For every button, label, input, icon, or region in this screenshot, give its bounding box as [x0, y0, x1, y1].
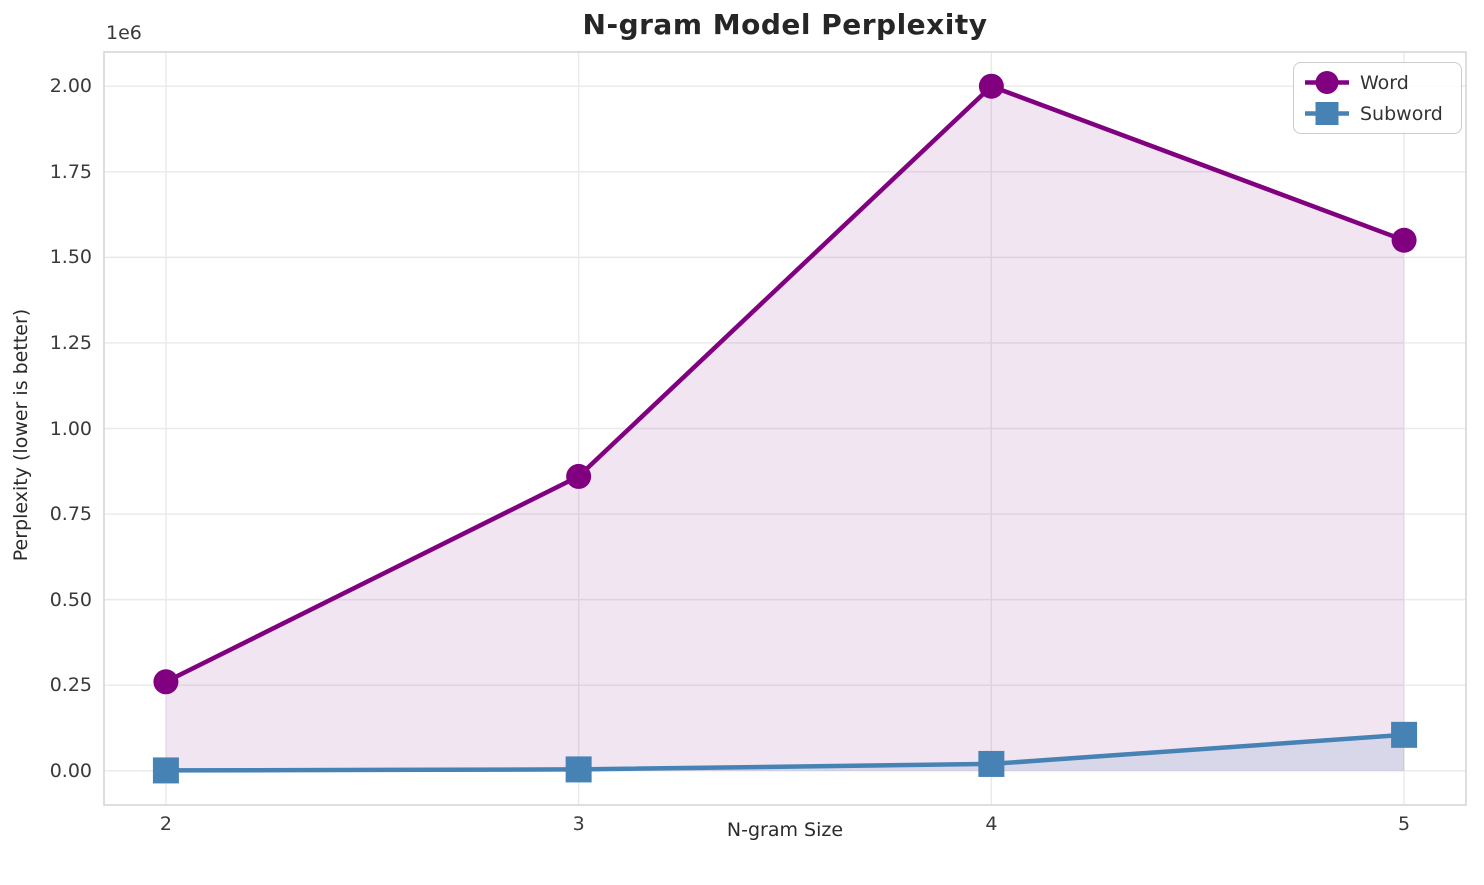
y-tick-label: 0.25	[49, 674, 92, 697]
x-tick-label: 5	[1398, 813, 1411, 835]
y-tick-label: 1.50	[49, 246, 92, 269]
y-tick-label: 2.00	[49, 75, 92, 98]
line-subword	[163, 732, 1407, 773]
legend-label-word: Word	[1360, 71, 1409, 94]
plot-border	[103, 51, 1467, 806]
y-tick-label: 0.00	[49, 759, 92, 782]
legend-item-word: Word	[1303, 68, 1449, 97]
word-line-circle-marker-icon	[1305, 71, 1349, 94]
legend-label-subword: Subword	[1360, 102, 1443, 125]
marker-word	[566, 463, 592, 489]
area-subword	[165, 734, 1405, 771]
y-tick-label: 0.75	[49, 503, 92, 526]
marker-subword	[978, 750, 1005, 777]
x-axis-label: N-gram Size	[726, 819, 844, 841]
area-word	[165, 86, 1405, 771]
marker-word	[978, 73, 1004, 99]
marker-word	[1391, 227, 1417, 253]
chart-title: N-gram Model Perplexity	[582, 8, 988, 41]
legend-item-subword: Subword	[1303, 99, 1449, 128]
subword-line-square-marker-icon	[1305, 102, 1349, 125]
x-tick-label: 3	[572, 813, 585, 835]
y-axis-offset-label: 1e6	[106, 22, 142, 44]
marker-subword	[565, 756, 592, 783]
legend: Word Subword	[1293, 62, 1462, 134]
line-word	[163, 83, 1407, 685]
marker-subword	[152, 757, 179, 784]
y-tick-label: 1.00	[49, 417, 92, 440]
marker-subword	[1391, 721, 1418, 748]
y-tick-label: 0.50	[49, 588, 92, 611]
x-tick-label: 2	[159, 813, 172, 835]
x-tick-label: 4	[985, 813, 998, 835]
marker-word	[153, 669, 179, 695]
y-tick-label: 1.75	[49, 160, 92, 183]
y-tick-label: 1.25	[49, 331, 92, 354]
